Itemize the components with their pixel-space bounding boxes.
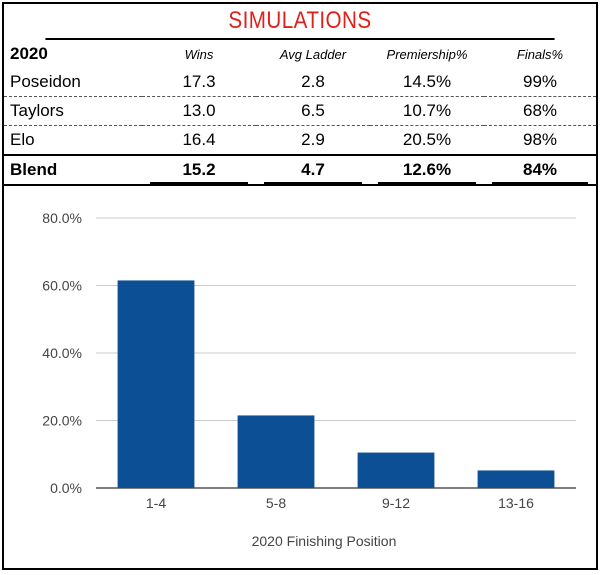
- simulations-panel: SIMULATIONS 2020 Wins Avg Ladder Premier…: [2, 2, 598, 570]
- cell-finals: 98%: [484, 125, 596, 155]
- y-tick-label: 20.0%: [42, 413, 82, 429]
- bar: [117, 280, 195, 488]
- cell-premiership: 20.5%: [370, 125, 484, 155]
- cell-finals: 68%: [484, 96, 596, 126]
- finishing-position-chart: 0.0% 20.0% 40.0% 60.0% 80.0% 1-4 5-8 9-12 13-16…: [4, 184, 596, 570]
- x-tick-label: 5-8: [266, 495, 286, 511]
- row-name: Elo: [4, 125, 142, 155]
- year-label: 2020: [10, 44, 48, 63]
- x-tick-label: 1-4: [146, 495, 166, 511]
- cell-wins: 13.0: [142, 96, 256, 126]
- cell-finals: 99%: [522, 72, 558, 91]
- cell-wins: 17.3: [182, 72, 216, 91]
- bar-chart: 0.0% 20.0% 40.0% 60.0% 80.0% 1-4 5-8 9-12 13-16…: [42, 210, 576, 549]
- column-header-avg-ladder: Avg Ladder: [279, 46, 347, 62]
- x-axis-label: 2020 Finishing Position: [252, 533, 397, 549]
- x-axis-ticks: 1-4 5-8 9-12 13-16: [146, 495, 534, 511]
- row-name: Taylors: [4, 96, 142, 126]
- x-tick-label: 9-12: [382, 495, 410, 511]
- blend-row: Blend 15.2 4.7 12.6% 84%: [4, 154, 596, 185]
- table-row: Poseidon 17.3 2.8 14.5% 99%: [4, 68, 596, 97]
- cell-premiership: 12.6%: [370, 154, 484, 185]
- cell-avg-ladder: 4.7: [256, 154, 370, 185]
- cell-premiership: 10.7%: [370, 96, 484, 126]
- cell-avg-ladder: 6.5: [256, 96, 370, 126]
- x-tick-label: 13-16: [498, 495, 534, 511]
- y-tick-label: 40.0%: [42, 345, 82, 361]
- column-header-finals: Finals%: [516, 46, 564, 62]
- table-header-row: 2020 Wins Avg Ladder Premiership% Finals…: [4, 40, 596, 68]
- table-row: Taylors 13.0 6.5 10.7% 68%: [4, 96, 596, 126]
- cell-finals: 84%: [484, 154, 596, 185]
- simulations-table: 2020 Wins Avg Ladder Premiership% Finals…: [4, 40, 596, 185]
- cell-avg-ladder: 2.9: [256, 125, 370, 155]
- cell-wins: 15.2: [142, 154, 256, 185]
- y-tick-label: 0.0%: [50, 480, 82, 496]
- column-header-wins: Wins: [184, 46, 214, 62]
- y-axis-ticks: 0.0% 20.0% 40.0% 60.0% 80.0%: [42, 210, 82, 496]
- column-header-premiership: Premiership%: [386, 46, 468, 62]
- bar: [477, 470, 555, 488]
- table-row: Elo 16.4 2.9 20.5% 98%: [4, 125, 596, 155]
- y-tick-label: 80.0%: [42, 210, 82, 226]
- cell-avg-ladder: 2.8: [301, 72, 325, 91]
- bar: [357, 452, 435, 488]
- row-name: Blend: [4, 154, 142, 184]
- panel-title: SIMULATIONS: [45, 4, 555, 40]
- bars: [117, 280, 555, 488]
- y-tick-label: 60.0%: [42, 278, 82, 294]
- bar: [237, 415, 315, 488]
- cell-premiership: 14.5%: [402, 72, 452, 91]
- cell-wins: 16.4: [142, 125, 256, 155]
- row-name: Poseidon: [10, 72, 81, 91]
